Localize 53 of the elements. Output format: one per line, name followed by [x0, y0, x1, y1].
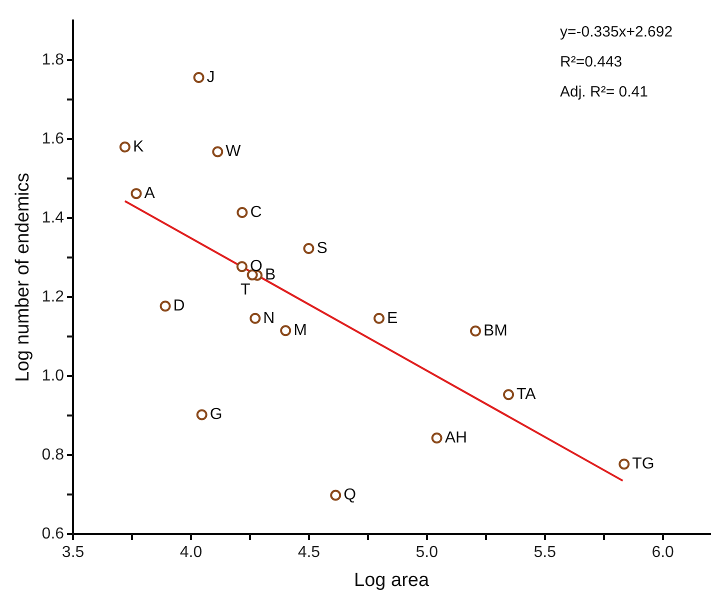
y-tick-label: 1.6 [42, 130, 64, 148]
annotation: A [144, 184, 156, 202]
point [236, 261, 248, 272]
y-tick-label: 0.8 [42, 446, 64, 464]
annotation: TA [516, 386, 536, 403]
y-axis-title: Log number of endemics [12, 172, 34, 382]
x-tick-label: 5.0 [416, 544, 438, 562]
x-tick-label: 4.0 [180, 544, 202, 562]
point [250, 312, 261, 324]
point [119, 141, 130, 152]
x-tick-label: 3.5 [62, 544, 84, 562]
point [193, 72, 204, 83]
point [196, 409, 208, 420]
y-tick-label: 1.4 [42, 209, 64, 226]
annotation: D [173, 298, 185, 315]
annotation: K [132, 138, 144, 156]
point [431, 432, 442, 444]
point [618, 458, 630, 470]
point [130, 188, 142, 200]
point [470, 326, 482, 337]
point [212, 146, 224, 158]
point [160, 300, 171, 312]
annotation: N [263, 310, 275, 327]
y-tick-label: 0.6 [42, 525, 64, 542]
annotation: J [206, 68, 215, 86]
annotation: S [316, 240, 328, 257]
annotation: E [387, 310, 398, 327]
x-tick-label: 5.5 [534, 544, 556, 562]
annotation: G [210, 406, 222, 424]
annotation: BM [484, 322, 508, 340]
y-tick-label: 1.8 [42, 52, 64, 68]
annotation: Adj. R²= 0.41 [560, 84, 648, 101]
annotation: C [250, 204, 262, 221]
point [236, 207, 248, 218]
annotation: y=-0.335x+2.692 [560, 24, 673, 41]
x-tick-label: 4.5 [298, 544, 320, 562]
annotation: R²=0.443 [560, 54, 622, 71]
y-tick-label: 1.2 [42, 288, 64, 306]
annotation: W [226, 143, 242, 160]
x-tick-label: 6.0 [652, 544, 674, 562]
point [374, 312, 385, 324]
annotation: B [265, 266, 276, 284]
point [280, 325, 292, 336]
annotation: T [240, 281, 251, 298]
annotation: Q [344, 486, 356, 504]
y-tick-label: 1.0 [42, 367, 64, 384]
point [503, 389, 514, 400]
x-axis-title: Log area [354, 570, 430, 591]
point [303, 242, 314, 254]
annotation: TG [632, 456, 654, 473]
point [330, 490, 342, 501]
annotation: M [294, 322, 307, 340]
annotation: AH [444, 429, 468, 446]
